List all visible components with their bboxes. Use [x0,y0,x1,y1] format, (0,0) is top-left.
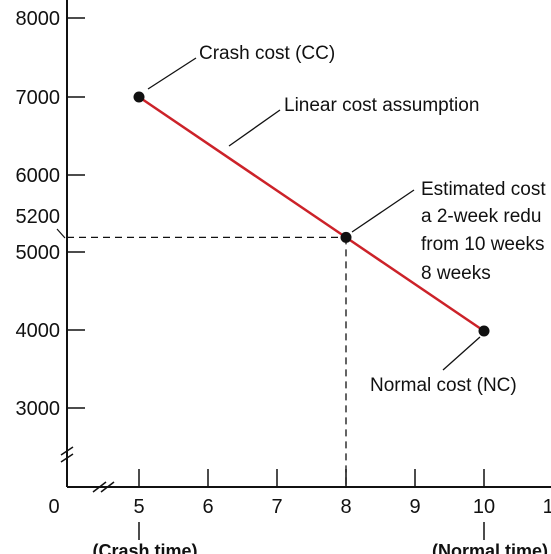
y-tick-8000: 8000 [16,8,85,30]
y-tick-7000: 7000 [16,87,85,109]
y-tick-4000: 4000 [16,320,85,342]
x-tick-9: 9 [409,469,421,518]
normal-cost-leader [442,336,481,371]
y-tick-label-4000: 4000 [16,320,61,342]
x-tick-8: 8 [340,469,352,518]
x-tick-7: 7 [271,469,283,518]
y-tick-label-5200: 5200 [16,206,61,228]
y-tick-label-3000: 3000 [16,398,61,420]
y-tick-5000: 5000 [16,242,85,264]
x-tick-label-8: 8 [340,496,351,518]
estimated-cost-line-3: from 10 weeks [421,234,545,255]
linear-assumption-leader [228,109,281,147]
normal-cost-label: Normal cost (NC) [370,375,517,396]
x-tick-11: 11 [543,496,551,518]
x-tick-label-7: 7 [271,496,282,518]
data-points [133,91,490,337]
y-tick-5200: 5200 [16,206,66,239]
y-axis-break [60,446,74,463]
estimated-cost-line-4: 8 weeks [421,263,491,284]
estimated-cost-line-1: Estimated cost [421,179,546,200]
y-tick-3000: 3000 [16,398,85,420]
crash-cost-label: Crash cost (CC) [199,43,335,64]
x-tick-6: 6 [202,469,214,518]
y-tick-6000: 6000 [16,165,85,187]
y-tick-label-7000: 7000 [16,87,61,109]
x-tick-label-9: 9 [409,496,420,518]
y-tick-5200-leader [56,228,66,239]
x-tick-5: 5 [133,469,145,518]
data-point-8 [340,231,352,243]
y-tick-label-6000: 6000 [16,165,61,187]
y-tick-label-5000: 5000 [16,242,61,264]
estimated-cost-line-2: a 2-week redu [421,206,541,227]
linear-assumption-label: Linear cost assumption [284,95,479,116]
y-tick-label-8000: 8000 [16,8,61,30]
estimated-cost-leader [351,189,415,233]
x-tick-label-11: 11 [543,496,551,518]
data-point-5 [133,91,145,103]
x-tick-10: 10 [473,469,495,518]
normal-time-label: (Normal time) [432,541,548,554]
data-point-10 [478,325,490,337]
x-tick-label-6: 6 [202,496,213,518]
x-tick-label-0: 0 [48,496,59,518]
x-tick-label-10: 10 [473,496,495,518]
crash-cost-leader [147,57,197,90]
crash-time-label: (Crash time) [92,541,197,554]
x-tick-label-5: 5 [133,496,144,518]
x-axis-break [92,481,115,493]
